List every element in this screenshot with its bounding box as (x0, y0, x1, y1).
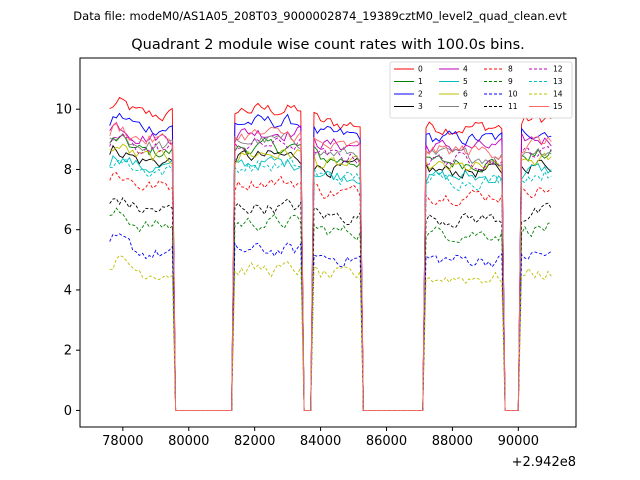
legend-label-1: 1 (418, 77, 423, 86)
legend-label-11: 11 (508, 102, 518, 111)
series-line-7 (109, 131, 552, 411)
y-tick-label: 2 (64, 344, 72, 359)
figure-suptitle: Data file: modeM0/AS1A05_208T03_90000028… (73, 9, 567, 23)
legend-label-15: 15 (553, 102, 563, 111)
y-tick-label: 8 (64, 163, 72, 178)
series-line-13 (109, 156, 552, 411)
series-line-10 (109, 233, 552, 411)
chart-title: Quadrant 2 module wise count rates with … (131, 37, 525, 53)
x-tick-label: 88000 (432, 434, 473, 449)
y-tick-label: 6 (64, 223, 72, 238)
legend-label-6: 6 (463, 90, 468, 99)
series-line-11 (109, 197, 552, 411)
x-tick-label: 82000 (234, 434, 275, 449)
x-tick-label: 84000 (300, 434, 341, 449)
legend-label-12: 12 (553, 65, 563, 74)
series-line-9 (109, 207, 552, 411)
legend-label-0: 0 (418, 65, 423, 74)
series-line-14 (109, 254, 552, 411)
legend-label-13: 13 (553, 77, 563, 86)
series-line-5 (109, 155, 552, 411)
y-tick-label: 10 (55, 103, 72, 118)
legend-box (389, 61, 573, 119)
legend-label-8: 8 (508, 65, 513, 74)
legend-label-14: 14 (553, 90, 563, 99)
x-tick-label: 86000 (366, 434, 407, 449)
x-axis: 78000 80000 82000 84000 86000 88000 90000 (102, 427, 539, 449)
axes-frame (79, 57, 577, 428)
y-tick-label: 0 (64, 404, 72, 419)
series-line-15 (109, 122, 552, 411)
legend-label-10: 10 (508, 90, 518, 99)
plot-area (109, 96, 552, 411)
series-line-3 (109, 144, 552, 411)
x-tick-label: 80000 (168, 434, 209, 449)
legend-label-2: 2 (418, 90, 423, 99)
x-tick-label: 78000 (102, 434, 143, 449)
legend-label-9: 9 (508, 77, 513, 86)
x-tick-label: 90000 (498, 434, 539, 449)
legend-label-4: 4 (463, 65, 468, 74)
series-line-6 (109, 143, 552, 411)
y-tick-label: 4 (64, 283, 72, 298)
x-offset-label: +2.942e8 (512, 455, 576, 470)
legend-label-5: 5 (463, 77, 468, 86)
series-line-8 (109, 172, 552, 411)
legend-label-7: 7 (463, 102, 468, 111)
legend-label-3: 3 (418, 102, 423, 111)
y-axis: 0 2 4 6 8 10 (55, 103, 80, 419)
